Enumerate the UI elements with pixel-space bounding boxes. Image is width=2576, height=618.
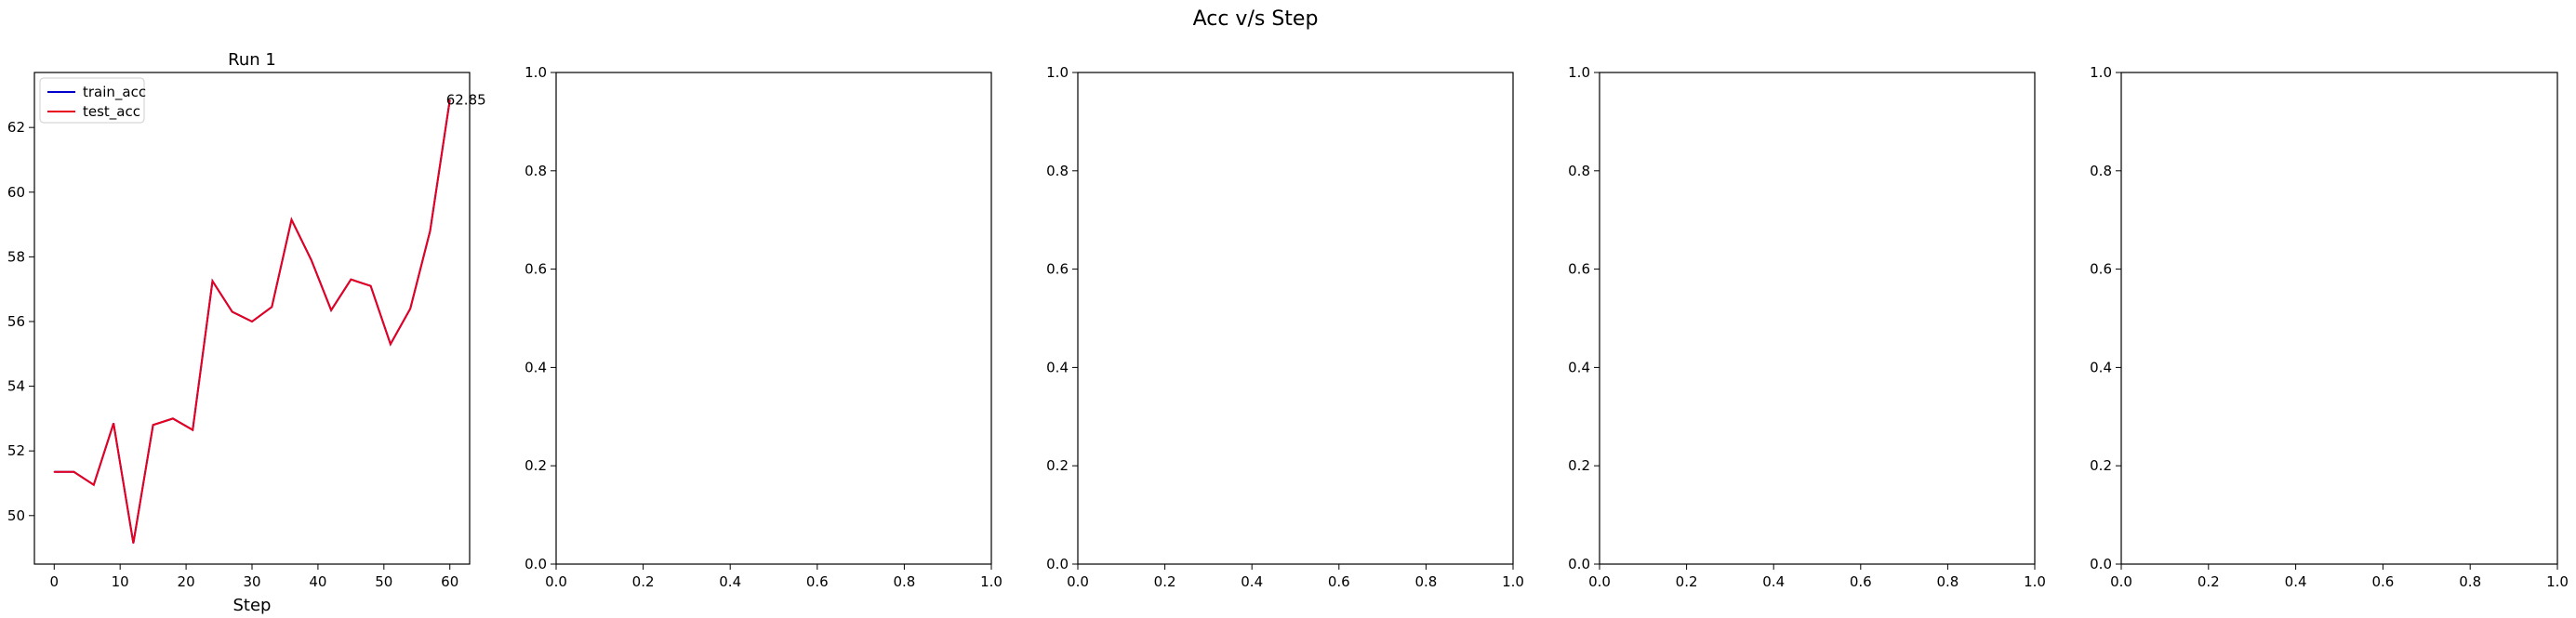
x-tick-label: 0.4 [2285, 573, 2307, 590]
figure-title: Acc v/s Step [1193, 7, 1319, 31]
x-tick-label: 0.8 [2459, 573, 2481, 590]
y-tick-label: 0.0 [1568, 556, 1590, 572]
x-tick-label: 0.6 [2371, 573, 2394, 590]
data-point-test_acc [370, 285, 372, 287]
x-tick-label: 0.4 [1762, 573, 1785, 590]
x-tick-label: 30 [243, 573, 260, 590]
data-point-test_acc [53, 471, 55, 473]
x-tick-label: 0.8 [893, 573, 915, 590]
x-tick-label: 0.2 [632, 573, 655, 590]
x-tick-label: 0.4 [719, 573, 741, 590]
y-tick-label: 56 [7, 313, 25, 330]
y-tick-label: 0.4 [1046, 359, 1069, 375]
y-tick-label: 0.8 [1046, 163, 1069, 179]
y-tick-label: 1.0 [2090, 64, 2112, 81]
data-point-test_acc [93, 484, 95, 486]
y-tick-label: 0.2 [2090, 457, 2112, 474]
y-tick-label: 50 [7, 507, 25, 524]
y-tick-label: 1.0 [1568, 64, 1590, 81]
subplot-3: 0.0 0.2 0.4 0.6 0.8 1.0 0.0 0.2 0.4 0.6 0.8 1.0 [1046, 64, 1524, 590]
legend: train_acc test_acc [39, 77, 146, 124]
x-tick-label: 50 [375, 573, 392, 590]
x-tick-label: 1.0 [2024, 573, 2046, 590]
y-tick-label: 0.2 [1568, 457, 1590, 474]
y-tick-label: 0.8 [1568, 163, 1590, 179]
y-tick-label: 58 [7, 248, 25, 265]
subplot-1: 0 10 20 30 40 50 60 50 52 54 56 58 60 62 Run 1 Step 62.8… [7, 50, 486, 615]
legend-label-test_acc: test_acc [83, 103, 140, 121]
subplot-2: 0.0 0.2 0.4 0.6 0.8 1.0 0.0 0.2 0.4 0.6 0.8 1.0 [524, 64, 1003, 590]
x-axis-label: Step [233, 596, 272, 615]
plot-frame [1077, 72, 1514, 565]
data-point-test_acc [290, 218, 293, 220]
y-tick-label: 0.2 [524, 457, 547, 474]
data-point-test_acc [350, 279, 352, 281]
y-tick-label: 0.0 [1046, 556, 1069, 572]
data-point-test_acc [132, 542, 134, 544]
data-point-test_acc [311, 259, 312, 261]
data-point-test_acc [73, 471, 75, 473]
y-tick-label: 0.8 [524, 163, 547, 179]
x-tick-label: 0.0 [545, 573, 567, 590]
subplot-4: 0.0 0.2 0.4 0.6 0.8 1.0 0.0 0.2 0.4 0.6 0.8 1.0 [1568, 64, 2046, 590]
data-point-test_acc [449, 99, 451, 101]
x-tick-label: 0.8 [1936, 573, 1959, 590]
y-tick-label: 0.2 [1046, 457, 1069, 474]
plot-frame [1599, 72, 2036, 565]
y-tick-label: 62 [7, 119, 25, 136]
plot-frame [2120, 72, 2558, 565]
x-tick-label: 1.0 [2546, 573, 2569, 590]
y-tick-label: 54 [7, 378, 25, 395]
subplot-5: 0.0 0.2 0.4 0.6 0.8 1.0 0.0 0.2 0.4 0.6 0.8 1.0 [2090, 64, 2569, 590]
x-tick-label: 1.0 [980, 573, 1003, 590]
x-tick-label: 0.2 [1154, 573, 1176, 590]
x-tick-label: 20 [178, 573, 195, 590]
plot-frame [555, 72, 992, 565]
annotation-label: 62.85 [446, 92, 486, 109]
data-point-test_acc [211, 280, 214, 283]
y-tick-label: 0.0 [2090, 556, 2112, 572]
y-tick-label: 52 [7, 442, 25, 459]
x-tick-label: 0.6 [1328, 573, 1350, 590]
y-tick-label: 0.4 [1568, 359, 1590, 375]
x-tick-label: 0 [49, 573, 59, 590]
x-tick-label: 10 [112, 573, 129, 590]
y-tick-label: 0.4 [524, 359, 547, 375]
y-tick-label: 60 [7, 184, 25, 201]
data-point-test_acc [330, 309, 332, 311]
data-point-test_acc [409, 308, 411, 309]
y-tick-label: 0.8 [2090, 163, 2112, 179]
x-tick-label: 0.0 [1067, 573, 1089, 590]
data-point-test_acc [429, 230, 432, 232]
y-tick-label: 0.6 [2090, 261, 2112, 278]
y-tick-label: 0.6 [524, 261, 547, 278]
x-tick-label: 0.0 [2110, 573, 2132, 590]
x-tick-label: 0.6 [1850, 573, 1872, 590]
x-tick-label: 0.6 [806, 573, 829, 590]
x-tick-label: 0.2 [2198, 573, 2220, 590]
y-tick-label: 0.0 [524, 556, 547, 572]
legend-label-train_acc: train_acc [83, 84, 146, 101]
y-tick-label: 0.6 [1568, 261, 1590, 278]
x-tick-label: 1.0 [1502, 573, 1524, 590]
x-tick-label: 60 [441, 573, 458, 590]
x-tick-label: 0.2 [1676, 573, 1698, 590]
y-tick-label: 1.0 [524, 64, 547, 81]
data-point-test_acc [172, 417, 174, 419]
x-tick-label: 40 [309, 573, 326, 590]
x-tick-label: 0.8 [1414, 573, 1437, 590]
y-tick-label: 1.0 [1046, 64, 1069, 81]
subplot-title: Run 1 [228, 50, 276, 70]
data-point-test_acc [251, 321, 253, 322]
x-tick-label: 0.4 [1241, 573, 1263, 590]
y-tick-label: 0.4 [2090, 359, 2112, 375]
y-tick-label: 0.6 [1046, 261, 1069, 278]
x-tick-label: 0.0 [1588, 573, 1611, 590]
data-point-test_acc [390, 343, 392, 345]
